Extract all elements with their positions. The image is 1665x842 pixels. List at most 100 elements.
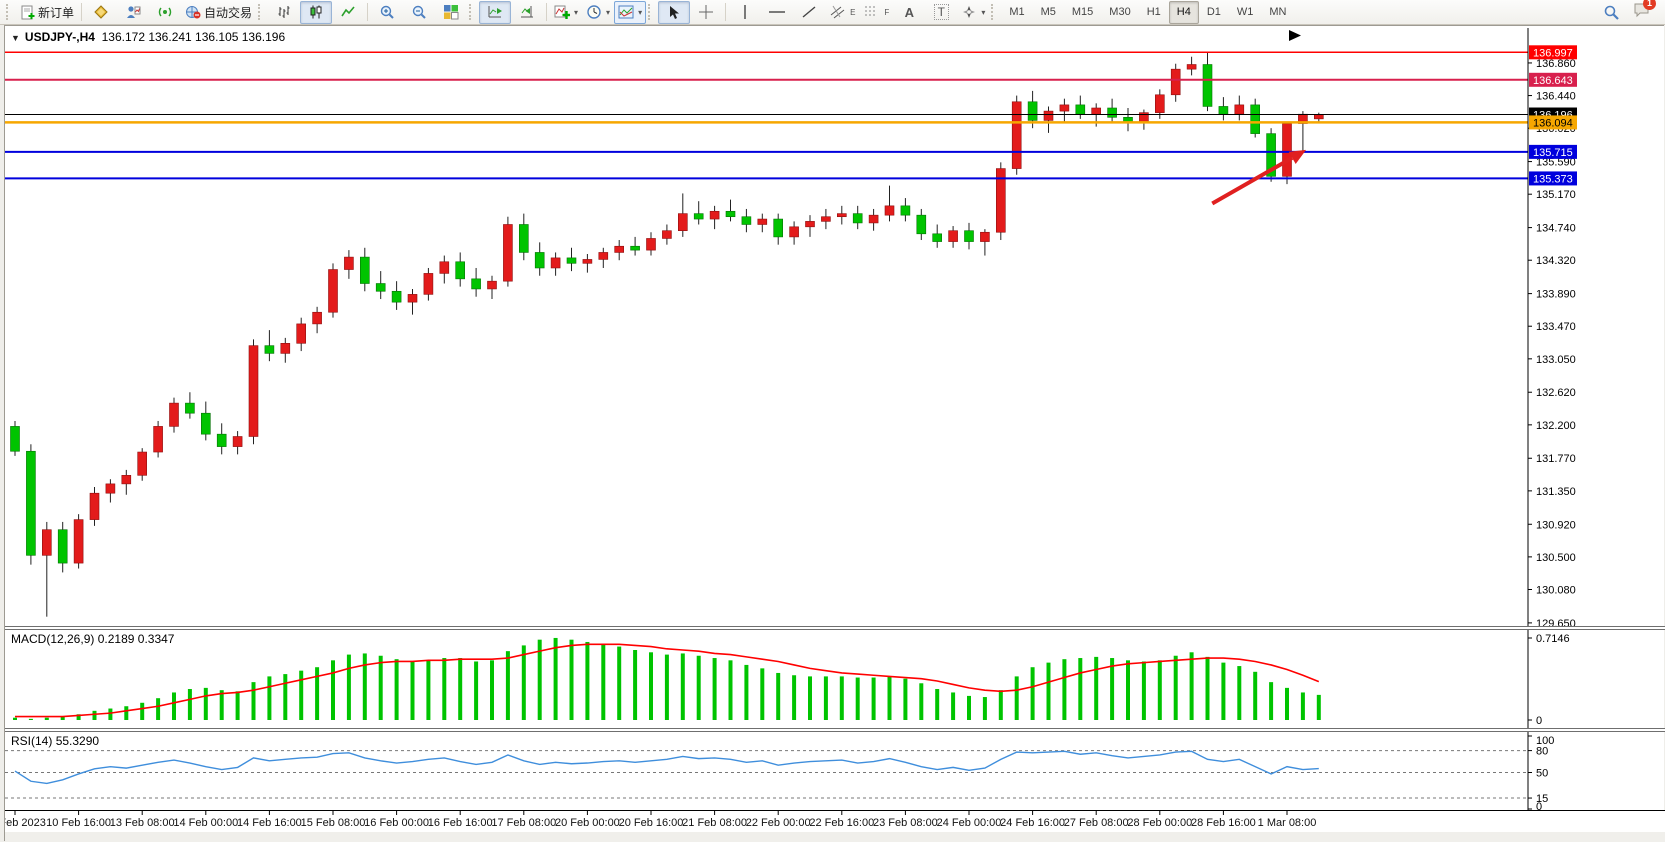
timeframe-button-H1[interactable]: H1 <box>1146 6 1161 18</box>
one-click-collapse-icon[interactable]: ▼ <box>11 33 20 43</box>
candle-bullish <box>805 221 815 228</box>
rsi-name: RSI(14) <box>11 734 53 748</box>
candle-bullish <box>948 230 958 242</box>
timeframe-button-M15[interactable]: M15 <box>1071 6 1094 18</box>
toolbar-grip[interactable] <box>469 4 475 20</box>
macd-histogram-bar <box>1269 682 1274 720</box>
candle-bullish <box>296 323 307 344</box>
macd-histogram-bar <box>537 639 542 720</box>
separator <box>546 3 548 21</box>
templates-button[interactable]: ▾ <box>614 0 647 24</box>
bar-chart-button[interactable] <box>268 1 300 24</box>
auto-scroll-button[interactable] <box>479 0 512 24</box>
macd-histogram-bar <box>203 687 208 720</box>
chat-button[interactable]: 1 <box>1633 0 1656 23</box>
timeframe-button-M1[interactable]: M1 <box>1009 6 1025 18</box>
toolbar-grip[interactable] <box>258 4 264 20</box>
vertical-line-button[interactable] <box>729 1 761 24</box>
timeframe-button-W1[interactable]: W1 <box>1236 6 1254 18</box>
clock-icon <box>586 4 602 20</box>
panel-splitter[interactable] <box>5 728 1665 732</box>
arrows-button[interactable]: ▾ <box>957 1 989 24</box>
macd-histogram-bar <box>13 717 17 720</box>
search-button[interactable] <box>1595 1 1627 24</box>
macd-histogram-bar <box>346 654 351 720</box>
cursor-button[interactable] <box>658 0 691 24</box>
price-axis-tick-label: 133.890 <box>1536 289 1576 301</box>
chart-symbol-period: USDJPY-,H4 <box>24 30 95 44</box>
toolbar-grip[interactable] <box>648 4 654 20</box>
zoom-out-button[interactable] <box>403 1 435 24</box>
price-axis-tick-label: 131.770 <box>1536 453 1576 465</box>
macd-histogram-bar <box>998 690 1003 720</box>
crosshair-icon <box>698 4 714 20</box>
macd-histogram-bar <box>140 702 145 720</box>
crosshair-button[interactable] <box>690 1 722 24</box>
timeframe-button-M5[interactable]: M5 <box>1040 6 1056 18</box>
new-order-button[interactable]: 新订单 <box>16 1 78 24</box>
time-axis-label: 21 Feb 08:00 <box>682 817 747 829</box>
horizontal-line-button[interactable] <box>761 1 793 24</box>
price-axis-tick-label: 132.200 <box>1536 420 1576 432</box>
macd-panel[interactable]: 0.7146 0 <box>5 630 1665 728</box>
candle-bullish <box>836 213 847 218</box>
time-axis-label: 23 Feb 08:00 <box>873 817 938 829</box>
trendline-button[interactable] <box>793 1 825 24</box>
chart-shift-button[interactable] <box>511 1 543 24</box>
candle-bearish <box>57 529 68 564</box>
text-button[interactable]: A <box>893 1 925 24</box>
trend-arrow-head <box>1288 149 1307 164</box>
candlestick-chart-button[interactable] <box>300 0 333 24</box>
market-watch-button[interactable] <box>85 1 117 24</box>
zoom-in-icon <box>379 4 395 20</box>
candle-bearish <box>900 205 911 216</box>
toolbar-grip[interactable] <box>991 4 997 20</box>
toolbar: 新订单 自动交易 <box>0 0 1665 25</box>
periods-button[interactable]: ▾ <box>582 1 614 24</box>
candle-bullish <box>121 475 132 485</box>
zoom-in-button[interactable] <box>371 1 403 24</box>
text-label-button[interactable]: T <box>925 1 957 24</box>
candle-bearish <box>455 261 466 280</box>
dropdown-caret-icon: ▾ <box>606 7 611 17</box>
price-level-badge-label: 135.373 <box>1533 173 1573 185</box>
macd-histogram-bar <box>521 645 526 720</box>
macd-histogram-bar <box>680 653 685 720</box>
fibonacci-button[interactable]: F <box>859 1 893 24</box>
macd-histogram-bar <box>1141 661 1146 720</box>
candle-bullish <box>423 273 434 295</box>
panel-splitter[interactable] <box>5 626 1665 630</box>
macd-histogram-bar <box>108 708 113 720</box>
channel-button[interactable]: E <box>825 1 859 24</box>
macd-histogram-bar <box>887 676 892 720</box>
tile-windows-button[interactable] <box>435 1 467 24</box>
time-axis-label: 10 Feb 16:00 <box>46 817 111 829</box>
timeframe-button-MN[interactable]: MN <box>1269 6 1287 18</box>
macd-histogram-bar <box>792 675 797 720</box>
candle-bullish <box>550 257 561 269</box>
line-chart-button[interactable] <box>332 1 364 24</box>
price-chart-panel[interactable]: 136.860136.440136.020135.590135.170134.7… <box>5 28 1665 626</box>
macd-histogram-bar <box>617 646 622 720</box>
strategy-tester-button[interactable] <box>117 1 149 24</box>
timeframe-button-M30[interactable]: M30 <box>1109 6 1131 18</box>
candle-bullish <box>709 210 720 220</box>
macd-histogram-bar <box>664 654 669 720</box>
time-axis-label: 14 Feb 16:00 <box>237 817 302 829</box>
channel-label: E <box>850 7 856 17</box>
candle-bullish <box>1234 104 1245 115</box>
indicators-button[interactable]: ▾ <box>550 1 582 24</box>
candle-bearish <box>852 213 863 224</box>
timeframe-button-H4[interactable]: H4 <box>1168 0 1199 24</box>
auto-scroll-icon <box>487 4 503 20</box>
macd-histogram-bar <box>1046 662 1051 720</box>
signals-button[interactable] <box>149 1 181 24</box>
macd-histogram-bar <box>808 676 812 720</box>
price-axis-tick-label: 136.860 <box>1536 58 1576 70</box>
timeframe-button-D1[interactable]: D1 <box>1206 6 1221 18</box>
toolbar-grip[interactable] <box>6 4 12 20</box>
autotrading-button[interactable]: 自动交易 <box>181 1 256 24</box>
timeframe-bar: M1 M5 M15 M30 H1 H4 D1 W1 MN <box>1001 0 1294 24</box>
